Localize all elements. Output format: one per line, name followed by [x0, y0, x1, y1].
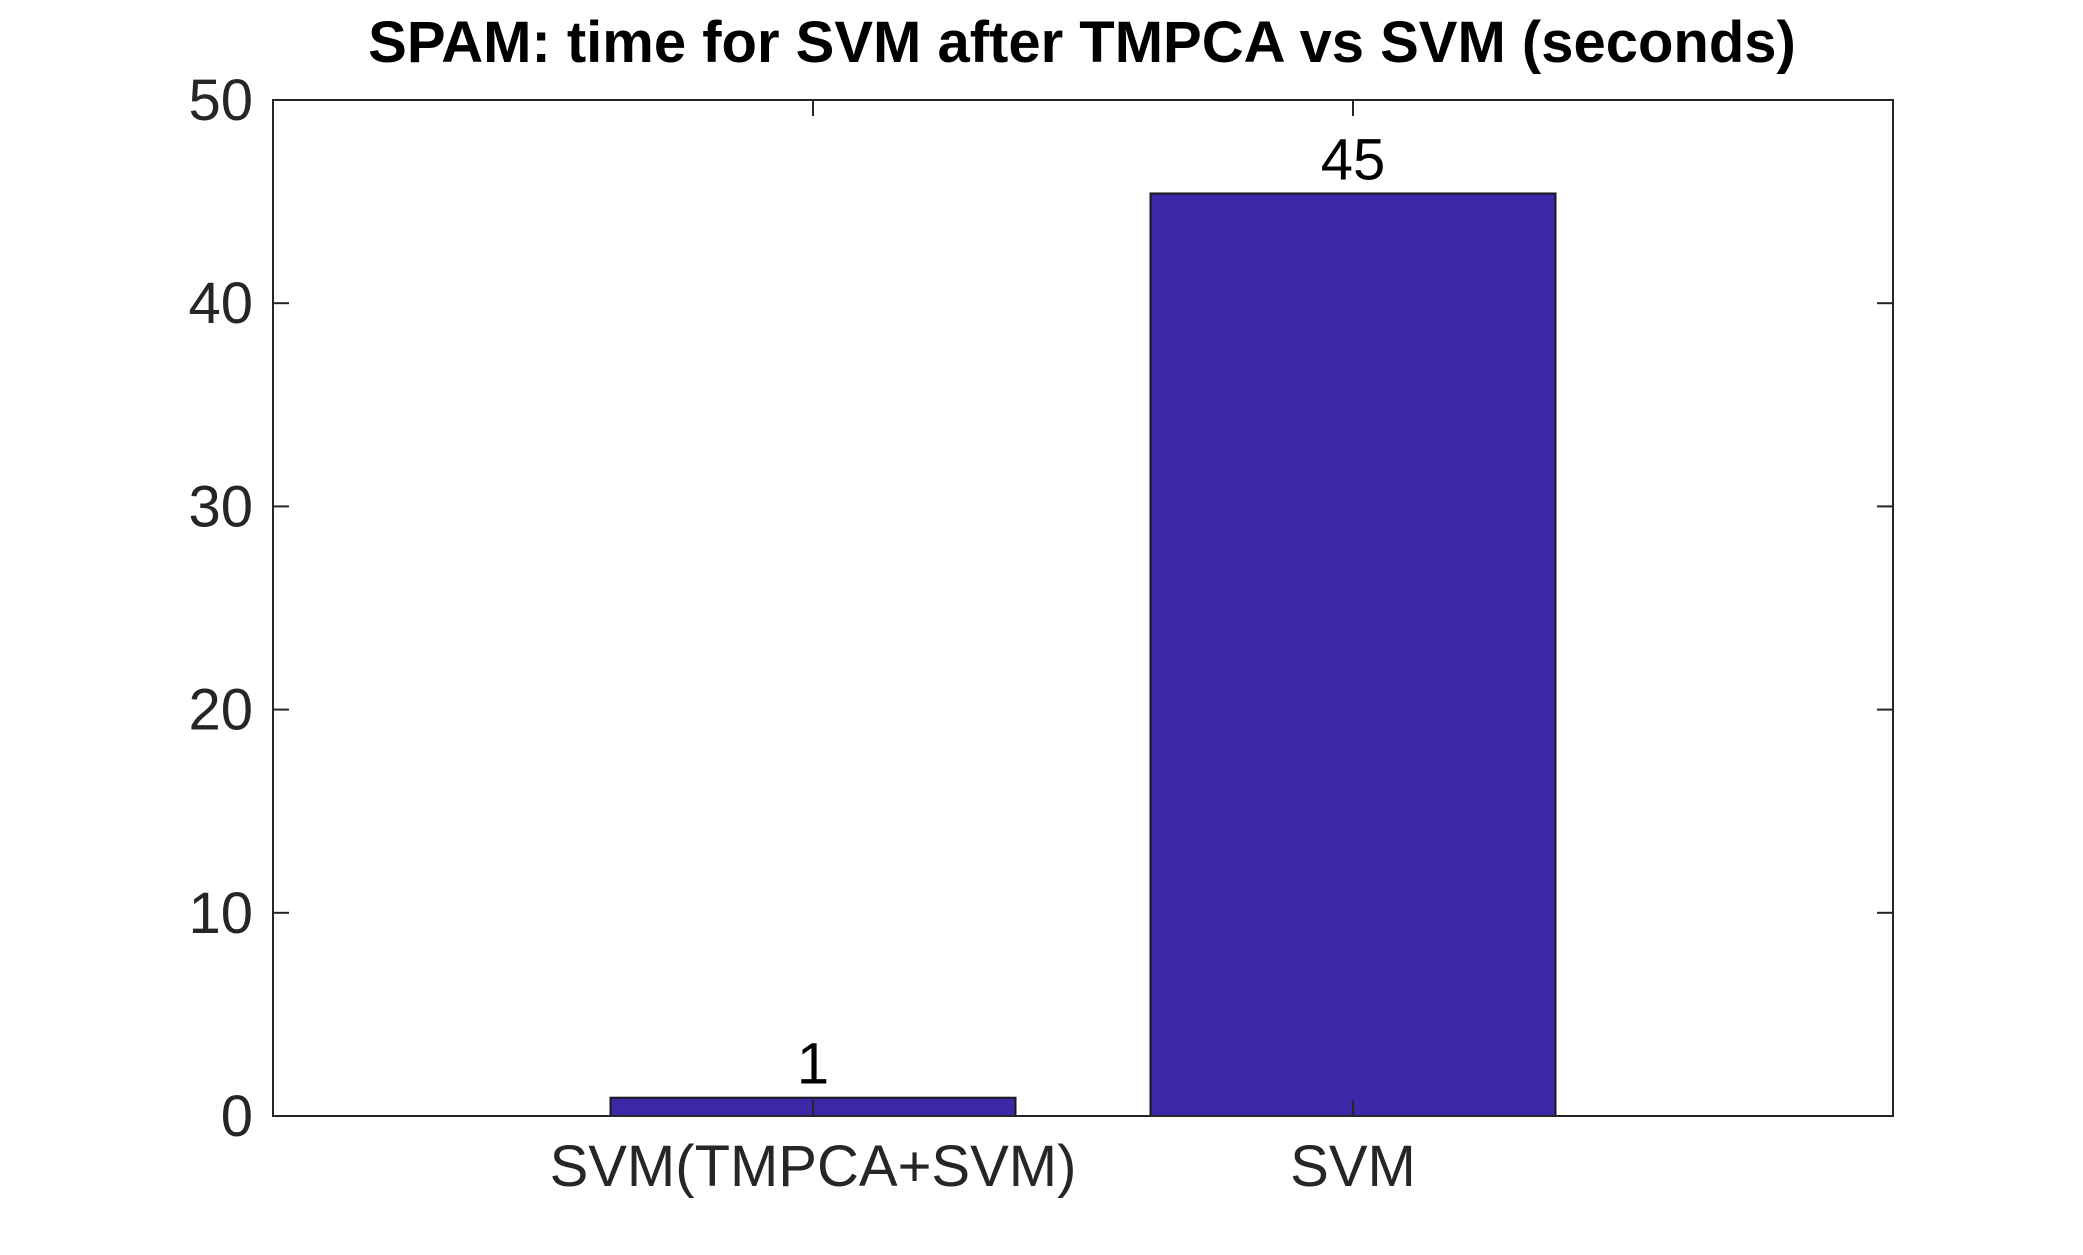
bars-layer [609, 192, 1557, 1118]
bar [1149, 192, 1557, 1118]
x-tick-label: SVM [1290, 1134, 1416, 1199]
y-tick-label: 0 [221, 1084, 253, 1149]
labels-layer: 1 SVM(TMPCA+SVM) 45 SVM 0 10 20 30 40 50 [188, 68, 1415, 1199]
y-tick-label: 30 [188, 474, 253, 539]
y-tick-label: 50 [188, 68, 253, 133]
axes-layer [272, 99, 1894, 1117]
y-tick-label: 10 [188, 881, 253, 946]
axes-frame [272, 99, 1894, 1117]
chart-title: SPAM: time for SVM after TMPCA vs SVM (s… [368, 10, 1796, 75]
x-tick-label: SVM(TMPCA+SVM) [550, 1134, 1077, 1199]
data-label: 1 [797, 1032, 829, 1097]
y-tick-label: 20 [188, 678, 253, 743]
y-tick-label: 40 [188, 271, 253, 336]
data-label: 45 [1321, 127, 1386, 192]
